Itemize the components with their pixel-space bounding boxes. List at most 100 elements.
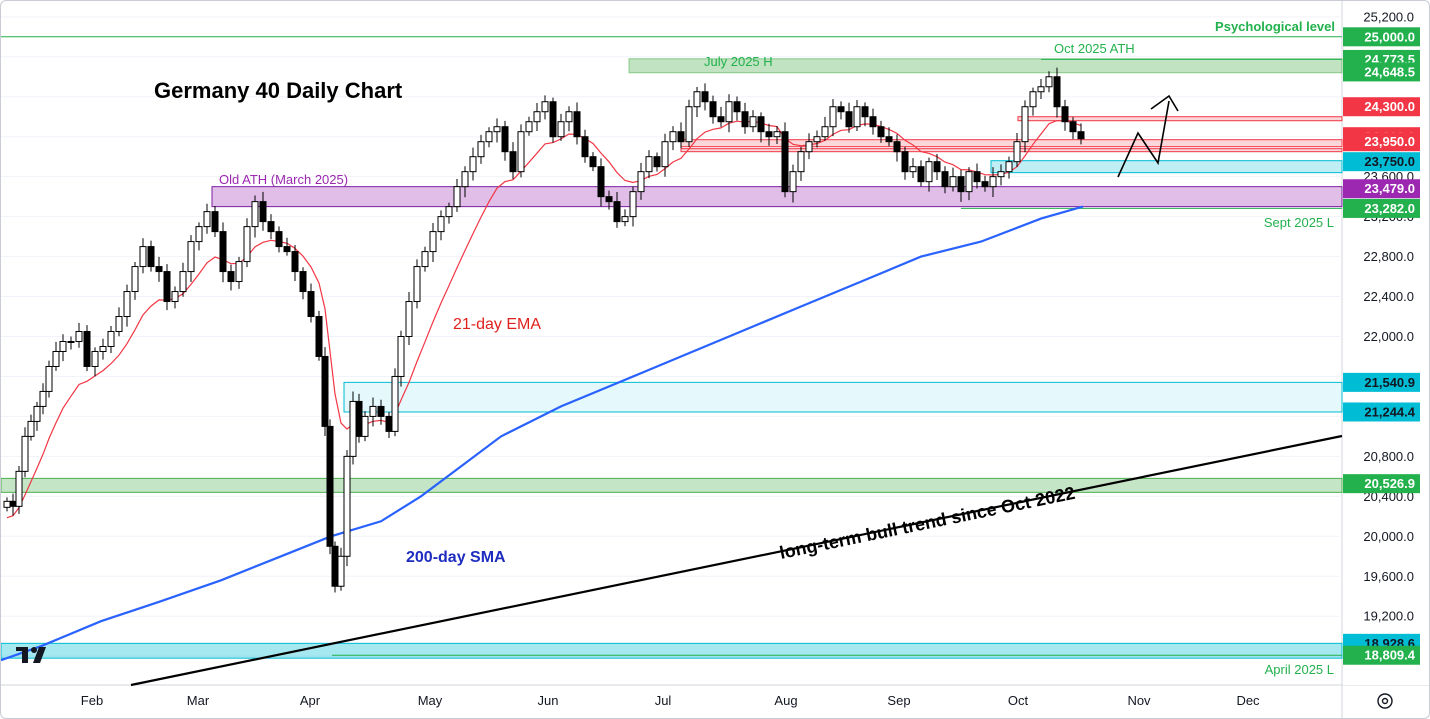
logo-dot (31, 647, 37, 653)
x-tick-label: Dec (1236, 693, 1260, 708)
candle-body (637, 171, 645, 193)
settings-gear-icon[interactable] (1377, 693, 1393, 709)
y-tick-label: 20,000.0 (1363, 529, 1414, 544)
x-tick-label: Jul (655, 693, 672, 708)
trendline (130, 434, 1343, 687)
candle-body (1069, 121, 1077, 133)
candle-body (235, 261, 243, 283)
zone-20526 (1, 477, 1343, 493)
candle-body (653, 156, 661, 168)
level-tag (1343, 179, 1420, 199)
candle-body (693, 91, 701, 108)
candle-body (187, 241, 195, 273)
price-axis: 19,200.019,600.020,000.020,400.020,800.0… (1343, 1, 1429, 685)
candle-body (219, 231, 227, 273)
candle-body (349, 400, 357, 457)
candle-body (685, 106, 693, 143)
level-tag-label: 24,300.0 (1364, 99, 1415, 114)
candle-body (493, 126, 501, 133)
candle-body (533, 111, 541, 123)
candle-body (211, 211, 219, 233)
candle-body (99, 345, 107, 352)
candle-body (429, 231, 437, 253)
level-tag-label: 18,809.4 (1364, 648, 1415, 663)
candle-body (861, 106, 869, 118)
candle-body (981, 181, 989, 188)
candle-body (15, 470, 23, 507)
projection-arrowhead (1150, 94, 1179, 112)
candle-body (1013, 141, 1021, 163)
candle-body (933, 161, 941, 173)
sma-line (1, 205, 1084, 662)
level-tag (1343, 27, 1420, 47)
april-low-label: April 2025 L (1265, 662, 1334, 677)
candle-body (765, 131, 773, 138)
candle-body (21, 435, 29, 472)
candle-body (501, 126, 509, 153)
candle-body (307, 291, 315, 318)
candle-body (1053, 76, 1061, 108)
candle-body (597, 166, 605, 198)
sept-low-label: Sept 2025 L (1264, 215, 1334, 230)
candle-body (725, 101, 733, 123)
level-tag-label: 23,750.0 (1364, 154, 1415, 169)
candle-body (469, 156, 477, 173)
level-tag-label: 21,244.4 (1364, 404, 1415, 419)
candle-body (171, 291, 179, 303)
level-tag-label: 24,648.5 (1364, 64, 1415, 79)
candle-body (163, 271, 171, 303)
candle-body (3, 500, 11, 508)
candle-body (251, 201, 259, 228)
candle-body (405, 301, 413, 338)
candle-body (893, 141, 901, 153)
zone-april-low (1, 642, 1343, 659)
y-tick-label: 22,400.0 (1363, 289, 1414, 304)
candle-body (613, 201, 621, 223)
candle-body (326, 425, 334, 547)
level-tag (1343, 198, 1420, 218)
candle-body (361, 415, 369, 437)
candle-body (355, 400, 363, 437)
candle-body (509, 151, 517, 173)
candle-body (781, 131, 789, 193)
y-tick-label: 20,800.0 (1363, 449, 1414, 464)
candle-body (957, 176, 965, 193)
candle-body (877, 126, 885, 138)
candle-body (52, 350, 60, 367)
level-tag-label: 21,540.9 (1364, 375, 1415, 390)
candle-body (369, 405, 377, 417)
level-tag-label: 23,479.0 (1364, 181, 1415, 196)
level-tag-label: 23,282.0 (1364, 201, 1415, 216)
candle-body (385, 415, 393, 432)
candle-body (343, 455, 351, 557)
candle-body (299, 271, 307, 293)
projection-arrow (1117, 94, 1179, 178)
candle-body (573, 111, 581, 138)
candle-body (941, 171, 949, 188)
chart-title: Germany 40 Daily Chart (154, 78, 403, 103)
sma-label: 200-day SMA (406, 549, 506, 566)
logo-slash (33, 647, 46, 663)
x-tick-label: Nov (1127, 693, 1151, 708)
candle-body (33, 405, 41, 422)
candle-body (91, 350, 99, 367)
candle-body (605, 196, 613, 203)
sma-200-line (1, 205, 1084, 662)
candle-body (315, 316, 323, 357)
candle-body (525, 121, 533, 133)
candle-body (1061, 106, 1069, 123)
y-tick-label: 25,200.0 (1363, 9, 1414, 24)
candle-body (147, 246, 155, 268)
x-tick-label: Jun (538, 693, 559, 708)
candle-body (749, 116, 757, 128)
candles (3, 67, 1085, 593)
candle-body (845, 111, 853, 128)
candle-body (337, 555, 345, 587)
candle-body (773, 131, 781, 138)
zone-old-ath (211, 186, 1343, 208)
level-tag (1343, 132, 1420, 152)
candle-body (259, 201, 267, 223)
level-tag (1343, 402, 1420, 422)
